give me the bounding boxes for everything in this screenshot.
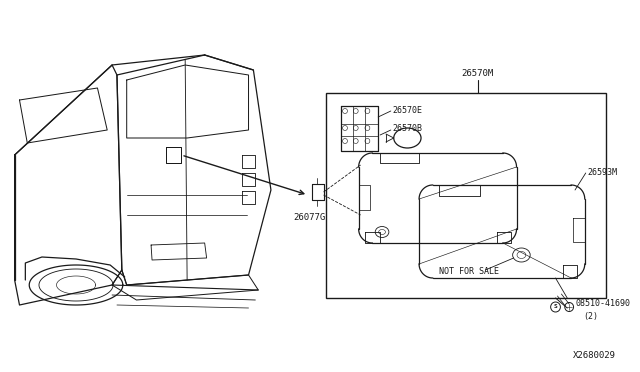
Text: 08510-41690: 08510-41690 (575, 298, 630, 308)
Bar (326, 93, 606, 298)
Text: 26593M: 26593M (588, 167, 618, 176)
Text: 26077G: 26077G (294, 213, 326, 222)
Text: 26570M: 26570M (461, 69, 493, 78)
Text: 26570E: 26570E (393, 106, 423, 115)
Text: (2): (2) (583, 312, 598, 321)
Text: S: S (554, 305, 557, 310)
Text: NOT FOR SALE: NOT FOR SALE (438, 267, 499, 276)
Text: X2680029: X2680029 (573, 351, 616, 360)
Text: 26570B: 26570B (393, 124, 423, 132)
